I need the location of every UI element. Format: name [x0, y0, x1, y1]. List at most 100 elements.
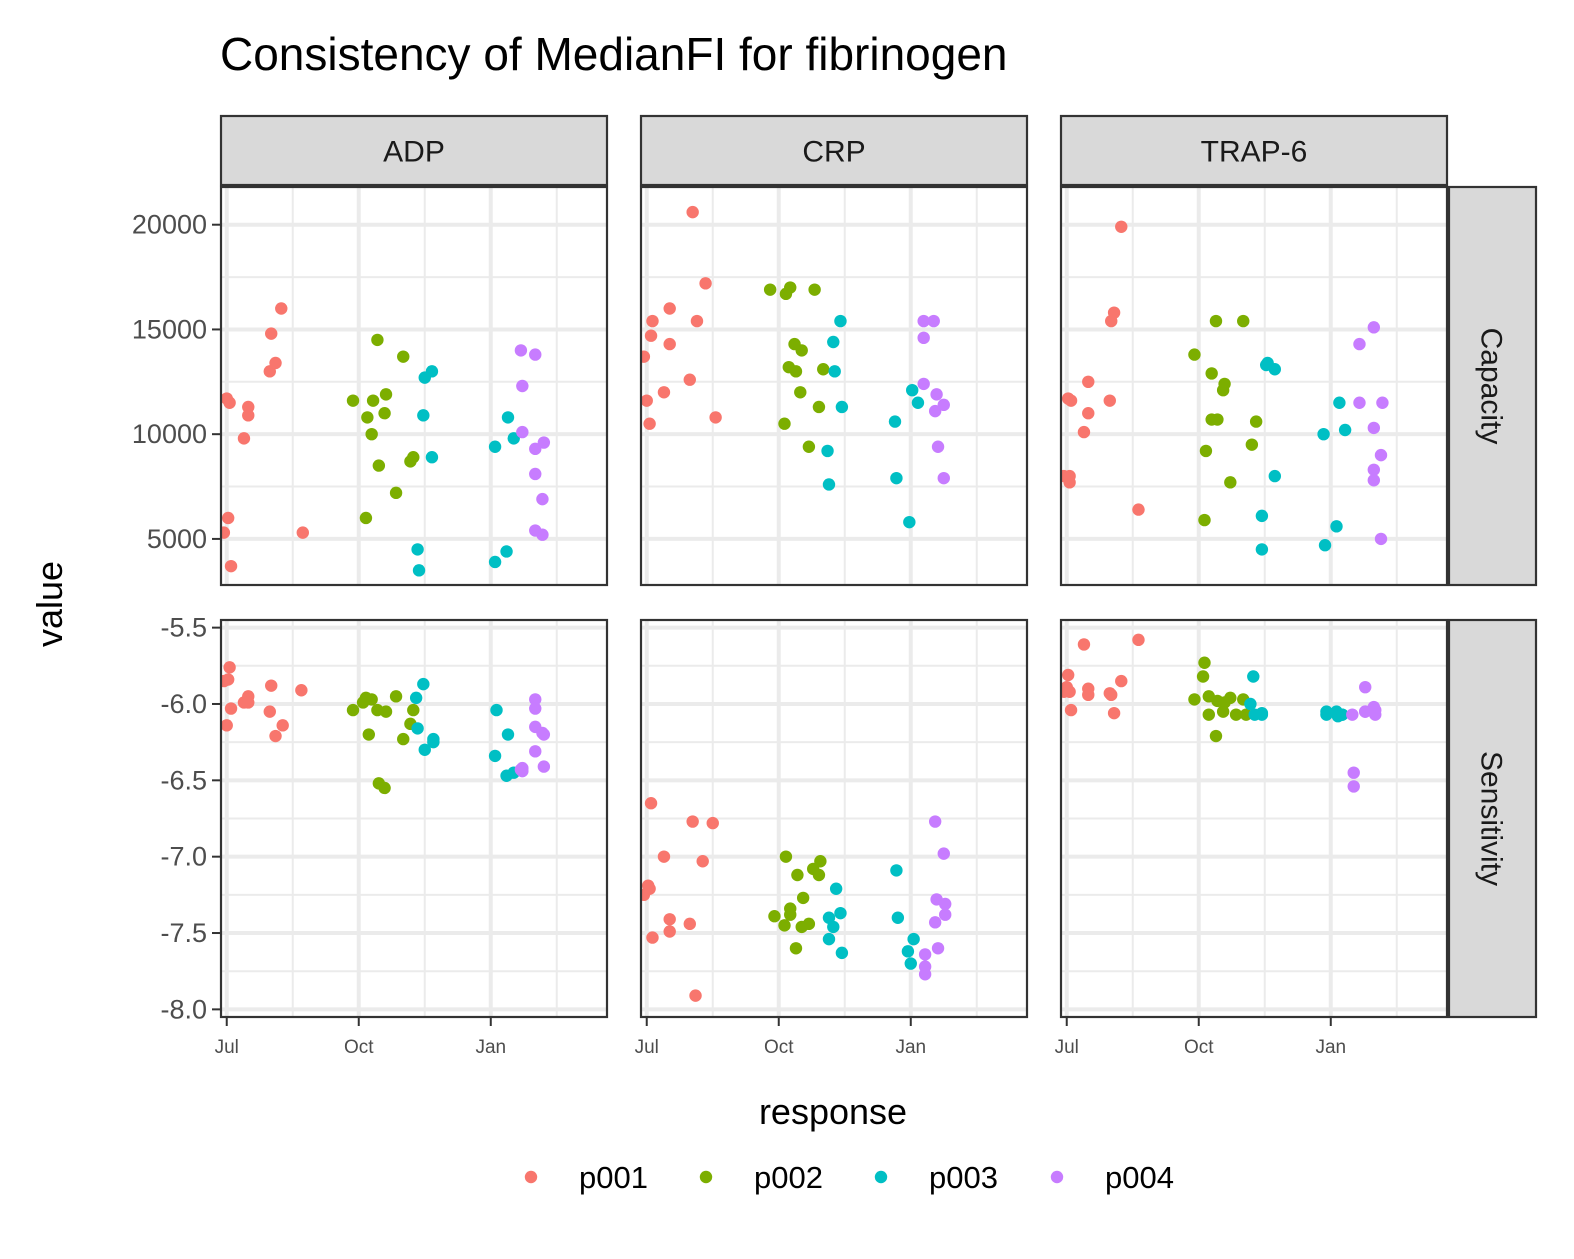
data-point-p003[interactable] [835, 946, 849, 960]
data-point-p003[interactable] [409, 691, 423, 705]
data-point-p002[interactable] [361, 411, 374, 424]
data-point-p002[interactable] [789, 942, 803, 955]
legend-item-p001[interactable]: p001 [524, 1160, 648, 1195]
data-point-p004[interactable] [1359, 680, 1372, 694]
data-point-p002[interactable] [812, 400, 826, 414]
data-point-p004[interactable] [928, 916, 942, 929]
data-point-p003[interactable] [1255, 706, 1269, 720]
data-point-p001[interactable] [1063, 685, 1076, 698]
data-point-p002[interactable] [407, 451, 420, 464]
data-point-p003[interactable] [1255, 543, 1269, 556]
data-point-p004[interactable] [927, 314, 940, 328]
data-point-p001[interactable] [265, 679, 278, 692]
data-point-p001[interactable] [1061, 668, 1075, 682]
data-point-p002[interactable] [1198, 656, 1211, 669]
data-point-p001[interactable] [638, 350, 651, 363]
data-point-p001[interactable] [683, 917, 696, 931]
data-point-p004[interactable] [529, 348, 542, 361]
data-point-p003[interactable] [411, 543, 424, 556]
data-point-p004[interactable] [529, 702, 542, 715]
data-point-p003[interactable] [822, 932, 836, 946]
data-point-p002[interactable] [789, 365, 803, 378]
data-point-p001[interactable] [646, 314, 659, 328]
data-point-p001[interactable] [657, 386, 671, 399]
data-point-p003[interactable] [828, 365, 841, 378]
data-point-p002[interactable] [1205, 367, 1218, 380]
data-point-p003[interactable] [418, 743, 431, 756]
data-point-p002[interactable] [378, 407, 391, 420]
data-point-p004[interactable] [917, 331, 930, 345]
data-point-p003[interactable] [890, 471, 903, 485]
data-point-p001[interactable] [242, 409, 255, 422]
data-point-p003[interactable] [1247, 670, 1260, 683]
data-point-p001[interactable] [663, 925, 676, 938]
data-point-p002[interactable] [1202, 708, 1215, 721]
data-point-p001[interactable] [276, 719, 289, 732]
data-point-p004[interactable] [931, 942, 945, 955]
data-point-p004[interactable] [1367, 421, 1381, 435]
data-point-p003[interactable] [827, 920, 840, 934]
data-point-p004[interactable] [529, 693, 542, 706]
data-point-p003[interactable] [911, 396, 925, 409]
legend-item-p002[interactable]: p002 [699, 1160, 823, 1195]
data-point-p001[interactable] [224, 702, 238, 715]
data-point-p004[interactable] [917, 377, 930, 391]
data-point-p002[interactable] [378, 781, 391, 795]
data-point-p004[interactable] [516, 379, 529, 393]
data-point-p001[interactable] [1107, 306, 1121, 319]
data-point-p001[interactable] [1082, 688, 1095, 702]
data-point-p001[interactable] [221, 719, 233, 732]
data-point-p001[interactable] [663, 302, 676, 315]
data-point-p001[interactable] [223, 661, 236, 674]
data-point-p003[interactable] [1318, 539, 1332, 552]
data-point-p001[interactable] [643, 417, 656, 430]
data-point-p004[interactable] [529, 745, 542, 758]
data-point-p001[interactable] [706, 816, 719, 830]
data-point-p002[interactable] [1216, 705, 1230, 718]
data-point-p003[interactable] [1336, 708, 1349, 721]
data-point-p004[interactable] [1374, 532, 1388, 546]
data-point-p001[interactable] [686, 205, 699, 219]
data-point-p001[interactable] [663, 337, 676, 351]
data-point-p002[interactable] [1198, 513, 1211, 527]
data-point-p004[interactable] [918, 968, 932, 981]
data-point-p003[interactable] [1244, 697, 1257, 711]
data-point-p004[interactable] [928, 404, 942, 418]
data-point-p004[interactable] [1346, 708, 1359, 721]
data-point-p003[interactable] [888, 415, 902, 428]
data-point-p001[interactable] [646, 931, 659, 944]
data-point-p003[interactable] [1320, 708, 1333, 721]
data-point-p002[interactable] [1188, 693, 1201, 706]
data-point-p003[interactable] [1268, 469, 1282, 483]
data-point-p004[interactable] [529, 442, 542, 456]
data-point-p002[interactable] [802, 917, 816, 931]
data-point-p003[interactable] [834, 906, 847, 920]
data-point-p001[interactable] [644, 329, 658, 342]
data-point-p001[interactable] [1077, 638, 1091, 651]
data-point-p001[interactable] [1082, 375, 1095, 389]
data-point-p001[interactable] [1107, 706, 1121, 720]
data-point-p003[interactable] [821, 444, 834, 458]
data-point-p001[interactable] [242, 696, 255, 709]
data-point-p004[interactable] [930, 388, 943, 401]
data-point-p002[interactable] [346, 703, 360, 717]
data-point-p004[interactable] [516, 425, 529, 439]
data-point-p001[interactable] [223, 396, 236, 409]
data-point-p002[interactable] [1237, 314, 1250, 328]
data-point-p003[interactable] [488, 440, 502, 453]
data-point-p004[interactable] [918, 948, 932, 961]
data-point-p003[interactable] [488, 749, 502, 763]
data-point-p002[interactable] [814, 855, 827, 868]
data-point-p002[interactable] [1229, 708, 1243, 721]
data-point-p003[interactable] [501, 411, 515, 424]
data-point-p003[interactable] [834, 314, 847, 328]
data-point-p002[interactable] [379, 705, 393, 718]
data-point-p004[interactable] [928, 815, 942, 828]
data-point-p004[interactable] [514, 344, 528, 357]
data-point-p003[interactable] [822, 478, 836, 491]
data-point-p004[interactable] [1376, 396, 1389, 409]
data-point-p001[interactable] [699, 277, 712, 290]
data-point-p001[interactable] [265, 327, 278, 340]
data-point-p004[interactable] [1367, 321, 1381, 334]
data-point-p003[interactable] [417, 677, 430, 691]
